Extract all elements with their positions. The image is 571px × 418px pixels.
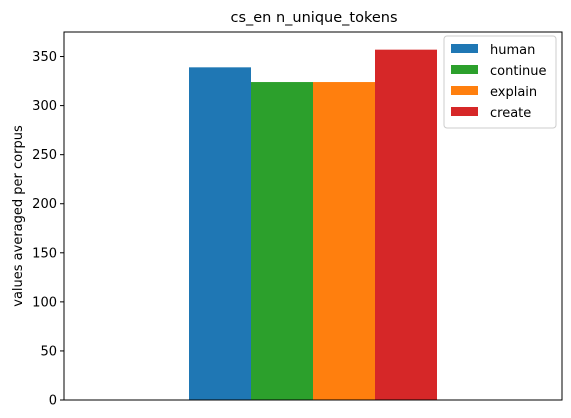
legend-swatch-create — [451, 107, 478, 116]
y-tick-label: 100 — [32, 295, 57, 310]
axes-frame — [63, 31, 563, 401]
legend-swatch-explain — [451, 86, 478, 95]
y-tick-label: 0 — [49, 394, 57, 409]
legend-label-explain: explain — [490, 85, 537, 100]
y-axis-label: values averaged per corpus — [11, 125, 26, 307]
y-tick-label: 50 — [40, 344, 57, 359]
legend-label-continue: continue — [490, 64, 547, 79]
y-tick-label: 350 — [32, 50, 57, 65]
legend-label-create: create — [490, 106, 531, 121]
legend-label-human: human — [490, 43, 535, 58]
legend-swatch-human — [451, 44, 478, 53]
legend-swatch-continue — [451, 65, 478, 74]
bar-human — [189, 67, 251, 400]
y-tick-label: 250 — [32, 148, 57, 163]
bar-create — [375, 49, 437, 400]
bars-layer — [189, 49, 437, 400]
legend: human continue explain create — [443, 35, 557, 129]
bar-continue — [251, 82, 313, 400]
chart-title: cs_en n_unique_tokens — [230, 10, 397, 26]
bar-explain — [313, 82, 375, 400]
y-tick-label: 300 — [32, 99, 57, 114]
y-tick-label: 200 — [32, 197, 57, 212]
y-tick-label: 150 — [32, 246, 57, 261]
axes-layer: 0 50 100 150 200 250 300 350 — [32, 31, 563, 409]
legend-box — [443, 35, 557, 129]
